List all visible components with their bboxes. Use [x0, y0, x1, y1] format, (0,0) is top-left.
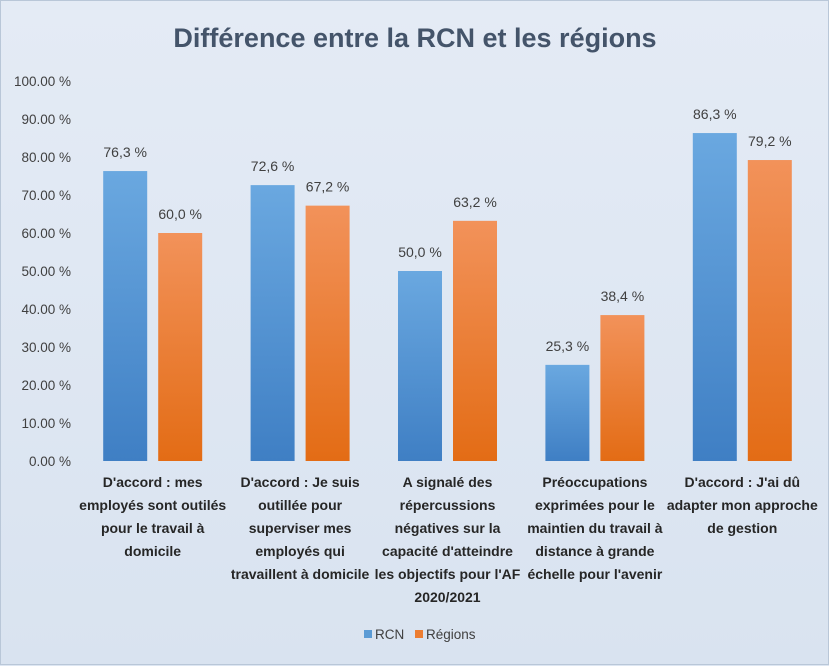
- category-label: 2020/2021: [414, 589, 480, 605]
- category-label: D'accord : J'ai dû: [685, 474, 801, 490]
- bar-rcn-3: [545, 364, 590, 461]
- category-label: travaillent à domicile: [231, 566, 370, 582]
- y-tick-label: 30.00 %: [21, 340, 71, 355]
- category-label: superviser mes: [249, 520, 352, 536]
- legend-label: Régions: [426, 627, 476, 642]
- y-tick-label: 60.00 %: [21, 226, 71, 241]
- bar-rcn-1: [250, 185, 295, 461]
- bar-rcn-2: [398, 271, 442, 461]
- legend-swatch-0: [364, 630, 372, 638]
- legend: RCN Régions: [364, 627, 476, 642]
- category-label: A signalé des: [403, 474, 493, 490]
- y-tick-label: 20.00 %: [21, 378, 71, 393]
- data-label: 86,3 %: [693, 106, 737, 122]
- bar-rgions-3: [600, 315, 645, 461]
- y-tick-label: 100.00 %: [14, 74, 71, 89]
- data-label: 63,2 %: [453, 194, 497, 210]
- y-axis: 0.00 % 10.00 % 20.00 % 30.00 % 40.00 % 50.00 …: [14, 74, 71, 469]
- data-labels: 76,3 % 72,6 % 50,0 % 25,3 % 86,3 % 60,0 % 67,2…: [103, 106, 791, 354]
- category-label: répercussions: [400, 497, 496, 513]
- y-tick-label: 10.00 %: [21, 416, 71, 431]
- category-label: Préoccupations: [542, 474, 647, 490]
- bar-rgions-4: [747, 160, 792, 462]
- category-label: pour le travail à: [101, 520, 205, 536]
- bar-rgions-2: [453, 220, 497, 461]
- category-label: capacité d'atteindre: [382, 543, 513, 559]
- bar-rgions-1: [305, 205, 350, 461]
- category-label: maintien du travail à: [527, 520, 663, 536]
- y-tick-label: 70.00 %: [21, 188, 71, 203]
- data-label: 50,0 %: [398, 244, 442, 260]
- category-label: domicile: [124, 543, 181, 559]
- category-label: employés sont outilés: [79, 497, 226, 513]
- chart-title: Différence entre la RCN et les régions: [173, 23, 656, 53]
- category-label: échelle pour l'avenir: [527, 566, 662, 582]
- y-tick-label: 80.00 %: [21, 150, 71, 165]
- bar-rcn-4: [692, 133, 737, 461]
- category-label: de gestion: [707, 520, 777, 536]
- bar-rgions-0: [158, 233, 203, 461]
- category-label: employés qui: [255, 543, 344, 559]
- y-tick-label: 0.00 %: [29, 454, 71, 469]
- legend-label: RCN: [375, 627, 404, 642]
- category-label: exprimées pour le: [535, 497, 655, 513]
- legend-swatch-1: [415, 630, 423, 638]
- category-label: distance à grande: [535, 543, 654, 559]
- y-tick-label: 90.00 %: [21, 112, 71, 127]
- data-label: 76,3 %: [103, 144, 147, 160]
- bar-rcn-0: [103, 171, 148, 461]
- data-label: 38,4 %: [601, 288, 645, 304]
- y-tick-label: 40.00 %: [21, 302, 71, 317]
- category-label: adapter mon approche: [667, 497, 818, 513]
- bars: [103, 133, 792, 462]
- data-label: 72,6 %: [251, 158, 295, 174]
- category-label: D'accord : Je suis: [240, 474, 359, 490]
- data-label: 60,0 %: [158, 206, 202, 222]
- category-label: les objectifs pour l'AF: [375, 566, 521, 582]
- data-label: 67,2 %: [306, 179, 350, 195]
- data-label: 79,2 %: [748, 133, 792, 149]
- category-label: négatives sur la: [395, 520, 501, 536]
- data-label: 25,3 %: [546, 338, 590, 354]
- category-labels: D'accord : mes employés sont outilés pour …: [79, 474, 818, 605]
- category-label: D'accord : mes: [103, 474, 203, 490]
- category-label: outillée pour: [258, 497, 343, 513]
- y-tick-label: 50.00 %: [21, 264, 71, 279]
